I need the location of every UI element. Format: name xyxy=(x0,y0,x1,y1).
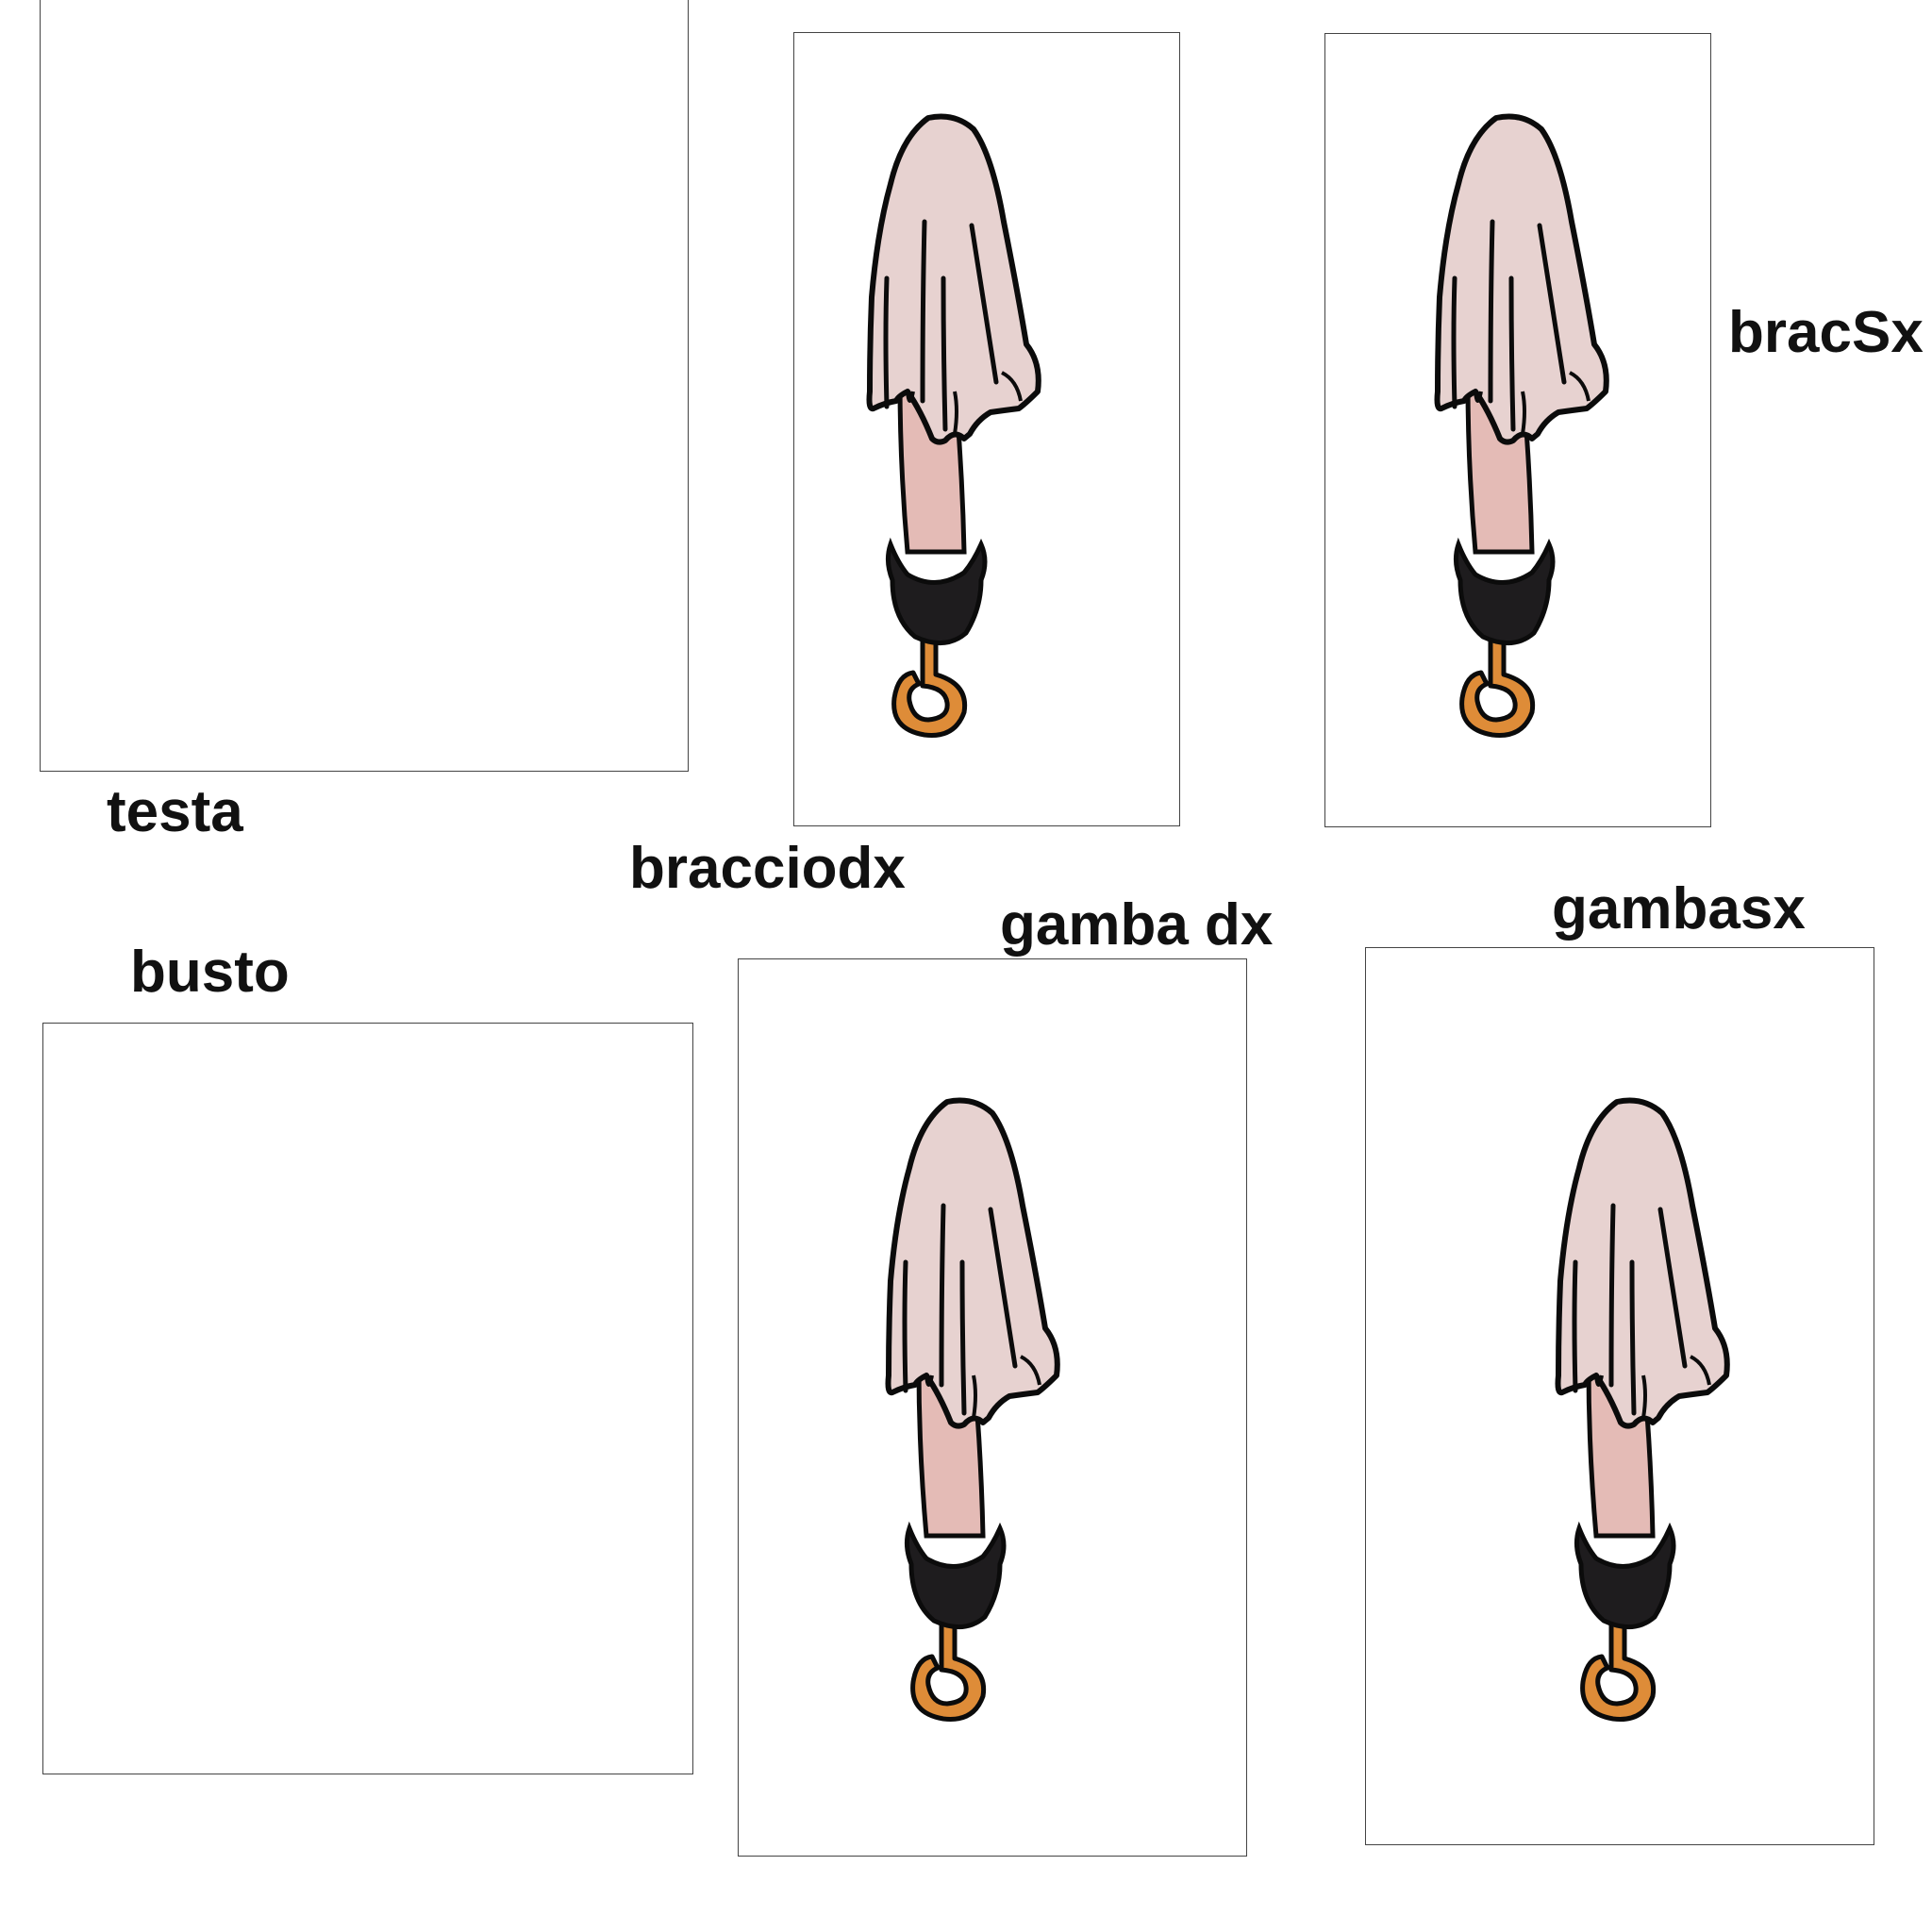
bracSx-hook-arm-icon xyxy=(1409,108,1655,750)
bracciodx-label: bracciodx xyxy=(629,836,906,901)
testa-label: testa xyxy=(107,779,243,844)
gambasx-label: gambasx xyxy=(1552,876,1806,941)
busto-label: busto xyxy=(130,940,290,1005)
busto-frame xyxy=(42,1023,693,1774)
testa-frame xyxy=(40,0,689,772)
gamba-dx-hook-arm-icon xyxy=(860,1092,1106,1734)
bracSx-label: bracSx xyxy=(1728,300,1924,365)
gambasx-hook-arm-icon xyxy=(1530,1092,1775,1734)
gamba-dx-label: gamba dx xyxy=(1000,892,1274,958)
bracciodx-hook-arm-icon xyxy=(841,108,1087,750)
